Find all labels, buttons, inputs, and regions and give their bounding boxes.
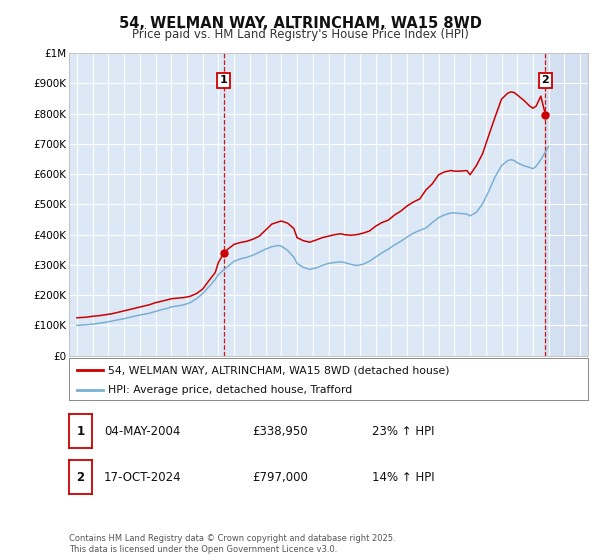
- Text: 2: 2: [76, 470, 85, 484]
- Text: 1: 1: [220, 76, 227, 86]
- Text: 04-MAY-2004: 04-MAY-2004: [104, 424, 180, 438]
- Text: 54, WELMAN WAY, ALTRINCHAM, WA15 8WD (detached house): 54, WELMAN WAY, ALTRINCHAM, WA15 8WD (de…: [108, 365, 449, 375]
- Text: £338,950: £338,950: [252, 424, 308, 438]
- Text: £797,000: £797,000: [252, 470, 308, 484]
- Text: 17-OCT-2024: 17-OCT-2024: [104, 470, 181, 484]
- Text: HPI: Average price, detached house, Trafford: HPI: Average price, detached house, Traf…: [108, 385, 352, 395]
- Text: Contains HM Land Registry data © Crown copyright and database right 2025.
This d: Contains HM Land Registry data © Crown c…: [69, 534, 395, 554]
- Text: 2: 2: [542, 76, 549, 86]
- Text: Price paid vs. HM Land Registry's House Price Index (HPI): Price paid vs. HM Land Registry's House …: [131, 28, 469, 41]
- Text: 1: 1: [76, 424, 85, 438]
- Text: 54, WELMAN WAY, ALTRINCHAM, WA15 8WD: 54, WELMAN WAY, ALTRINCHAM, WA15 8WD: [119, 16, 481, 31]
- Bar: [545, 53, 588, 356]
- Text: 14% ↑ HPI: 14% ↑ HPI: [372, 470, 434, 484]
- Text: 23% ↑ HPI: 23% ↑ HPI: [372, 424, 434, 438]
